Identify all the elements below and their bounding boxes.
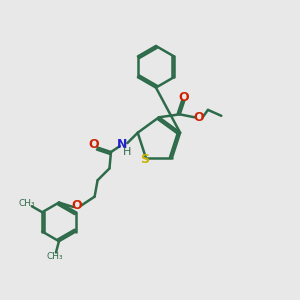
Text: O: O <box>89 137 99 151</box>
Text: CH₃: CH₃ <box>18 200 35 208</box>
Text: O: O <box>194 111 204 124</box>
Text: H: H <box>122 147 131 157</box>
Text: O: O <box>71 199 82 212</box>
Text: S: S <box>140 153 149 166</box>
Text: O: O <box>179 91 190 104</box>
Text: N: N <box>117 138 127 151</box>
Text: CH₃: CH₃ <box>46 252 63 261</box>
